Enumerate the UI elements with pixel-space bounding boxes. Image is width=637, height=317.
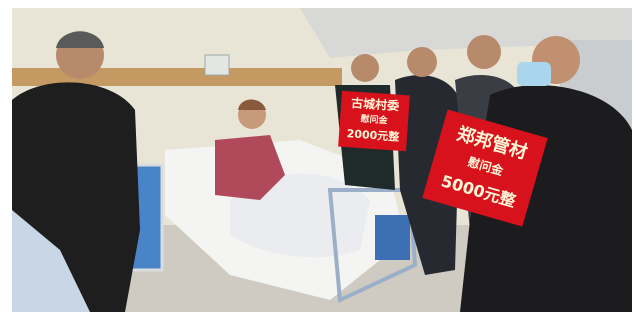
page: 古城村委 慰问金 2000元整 郑邦管材 慰问金 5000元整 (() => {… <box>0 0 637 317</box>
person-1-head <box>351 54 379 82</box>
person-3-head <box>467 35 501 69</box>
photo: 古城村委 慰问金 2000元整 郑邦管材 慰问金 5000元整 <box>0 0 637 317</box>
face-mask <box>517 62 551 86</box>
person-2-head <box>407 47 437 77</box>
wall-sign <box>205 55 229 75</box>
bed-panel <box>375 215 410 260</box>
sign-1: 古城村委 慰问金 2000元整 <box>338 91 410 152</box>
